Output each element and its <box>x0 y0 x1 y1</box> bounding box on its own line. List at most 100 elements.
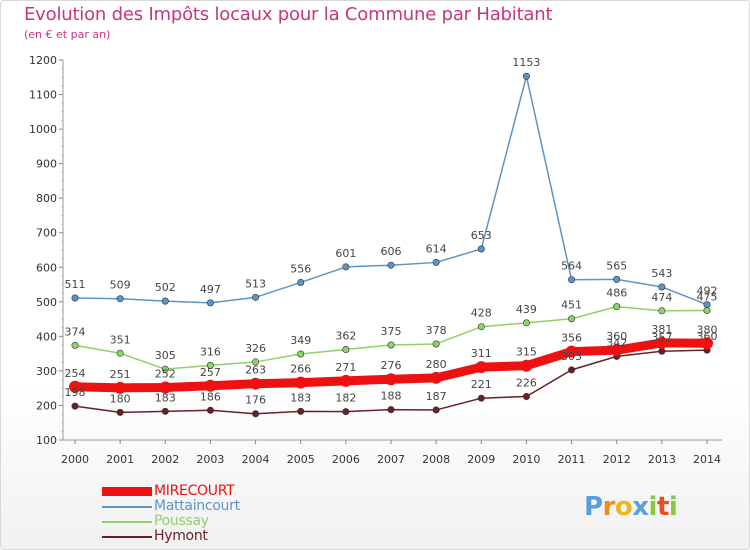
data-label-hymont: 183 <box>155 391 176 404</box>
data-point-mirecourt <box>430 371 443 384</box>
y-tick-label: 800 <box>36 192 57 205</box>
y-tick-label: 1200 <box>29 54 57 67</box>
data-point-mirecourt <box>69 380 81 393</box>
legend-item-mirecourt: MIRECOURT <box>102 484 240 499</box>
data-point-poussay <box>658 307 666 315</box>
data-point-poussay <box>116 349 124 357</box>
data-point-poussay <box>477 323 485 331</box>
legend: MIRECOURT Mattaincourt Poussay Hymont <box>102 484 240 544</box>
x-tick-label: 2002 <box>151 453 179 466</box>
data-point-mattaincourt <box>658 283 666 291</box>
data-point-mirecourt <box>385 373 397 386</box>
data-label-poussay: 326 <box>245 342 266 355</box>
data-label-mattaincourt: 497 <box>200 283 221 296</box>
data-label-poussay: 351 <box>110 333 131 346</box>
data-point-mirecourt <box>565 345 578 358</box>
legend-item-poussay: Poussay <box>102 514 240 529</box>
x-tick-label: 2009 <box>467 453 495 466</box>
logo-letter: P <box>584 492 603 522</box>
legend-swatch-poussay <box>102 520 152 523</box>
data-label-hymont: 198 <box>65 386 86 399</box>
data-label-mattaincourt: 614 <box>426 242 447 255</box>
data-point-poussay <box>432 340 440 348</box>
logo-letter: r <box>602 492 616 522</box>
logo-letter: x <box>632 492 649 522</box>
data-label-mattaincourt: 606 <box>381 245 402 258</box>
data-label-poussay: 375 <box>381 325 402 338</box>
data-point-mattaincourt <box>432 258 440 266</box>
data-label-mirecourt: 254 <box>65 367 86 380</box>
data-point-mirecourt <box>475 361 488 374</box>
data-label-mattaincourt: 565 <box>606 259 627 272</box>
data-label-hymont: 180 <box>110 392 131 405</box>
data-label-poussay: 349 <box>290 334 311 347</box>
data-point-mattaincourt <box>206 299 214 307</box>
legend-label-mirecourt: MIRECOURT <box>154 483 235 499</box>
data-label-mirecourt: 381 <box>651 323 672 336</box>
logo-letter: o <box>614 492 633 522</box>
data-label-poussay: 439 <box>516 303 537 316</box>
data-point-mirecourt <box>701 337 713 350</box>
data-point-poussay <box>387 341 395 349</box>
logo-letter: i <box>668 492 678 522</box>
data-label-hymont: 188 <box>381 390 402 403</box>
y-tick-label: 900 <box>36 158 57 171</box>
y-tick-label: 500 <box>36 296 57 309</box>
x-tick-label: 2011 <box>558 453 586 466</box>
data-label-poussay: 362 <box>335 329 356 342</box>
data-point-mattaincourt <box>613 275 621 283</box>
data-point-mirecourt <box>294 376 307 389</box>
data-point-hymont <box>568 366 576 374</box>
data-point-mirecourt <box>204 379 217 392</box>
data-point-hymont <box>206 406 214 414</box>
y-tick-label: 1000 <box>29 123 57 136</box>
data-point-mattaincourt <box>342 263 350 271</box>
data-point-poussay <box>613 303 621 311</box>
y-tick-label: 600 <box>36 261 57 274</box>
data-label-mirecourt: 356 <box>561 332 582 345</box>
legend-swatch-mirecourt <box>102 487 152 496</box>
legend-label-mattaincourt: Mattaincourt <box>154 498 240 514</box>
data-label-hymont: 226 <box>516 376 537 389</box>
x-tick-label: 2012 <box>603 453 631 466</box>
data-label-mirecourt: 266 <box>290 363 311 376</box>
legend-label-hymont: Hymont <box>154 528 208 544</box>
data-point-hymont <box>432 406 440 414</box>
data-label-hymont: 360 <box>697 330 718 343</box>
data-point-poussay <box>252 358 260 366</box>
legend-swatch-mattaincourt <box>102 505 152 508</box>
x-tick-label: 2014 <box>693 453 721 466</box>
x-tick-label: 2003 <box>196 453 224 466</box>
data-point-hymont <box>297 407 305 415</box>
data-point-hymont <box>342 408 350 416</box>
data-point-poussay <box>297 350 305 358</box>
data-label-mirecourt: 315 <box>516 346 537 359</box>
x-tick-label: 2001 <box>106 453 134 466</box>
legend-swatch-hymont <box>102 535 152 538</box>
data-label-mirecourt: 360 <box>606 330 627 343</box>
data-point-mattaincourt <box>387 261 395 269</box>
data-label-poussay: 428 <box>471 307 492 320</box>
data-label-poussay: 316 <box>200 345 221 358</box>
data-point-mirecourt <box>339 374 352 387</box>
y-tick-label: 100 <box>36 434 57 447</box>
data-point-mattaincourt <box>71 294 79 302</box>
data-label-mattaincourt: 601 <box>335 247 356 260</box>
data-point-mattaincourt <box>116 295 124 303</box>
data-label-mirecourt: 276 <box>381 359 402 372</box>
data-label-hymont: 187 <box>426 390 447 403</box>
data-label-poussay: 305 <box>155 349 176 362</box>
data-point-hymont <box>252 410 260 418</box>
x-tick-label: 2007 <box>377 453 405 466</box>
proxiti-logo: Proxiti <box>584 492 678 522</box>
data-point-poussay <box>568 315 576 323</box>
series-layer <box>69 72 713 418</box>
data-label-poussay: 474 <box>651 291 672 304</box>
data-label-hymont: 342 <box>606 336 627 349</box>
data-point-hymont <box>477 394 485 402</box>
x-tick-label: 2000 <box>61 453 89 466</box>
data-label-mattaincourt: 513 <box>245 277 266 290</box>
axes: 100 200 300 400 500 600 700 800 900 1000 1100 1200 2… <box>29 54 722 466</box>
data-label-mirecourt: 380 <box>697 323 718 336</box>
